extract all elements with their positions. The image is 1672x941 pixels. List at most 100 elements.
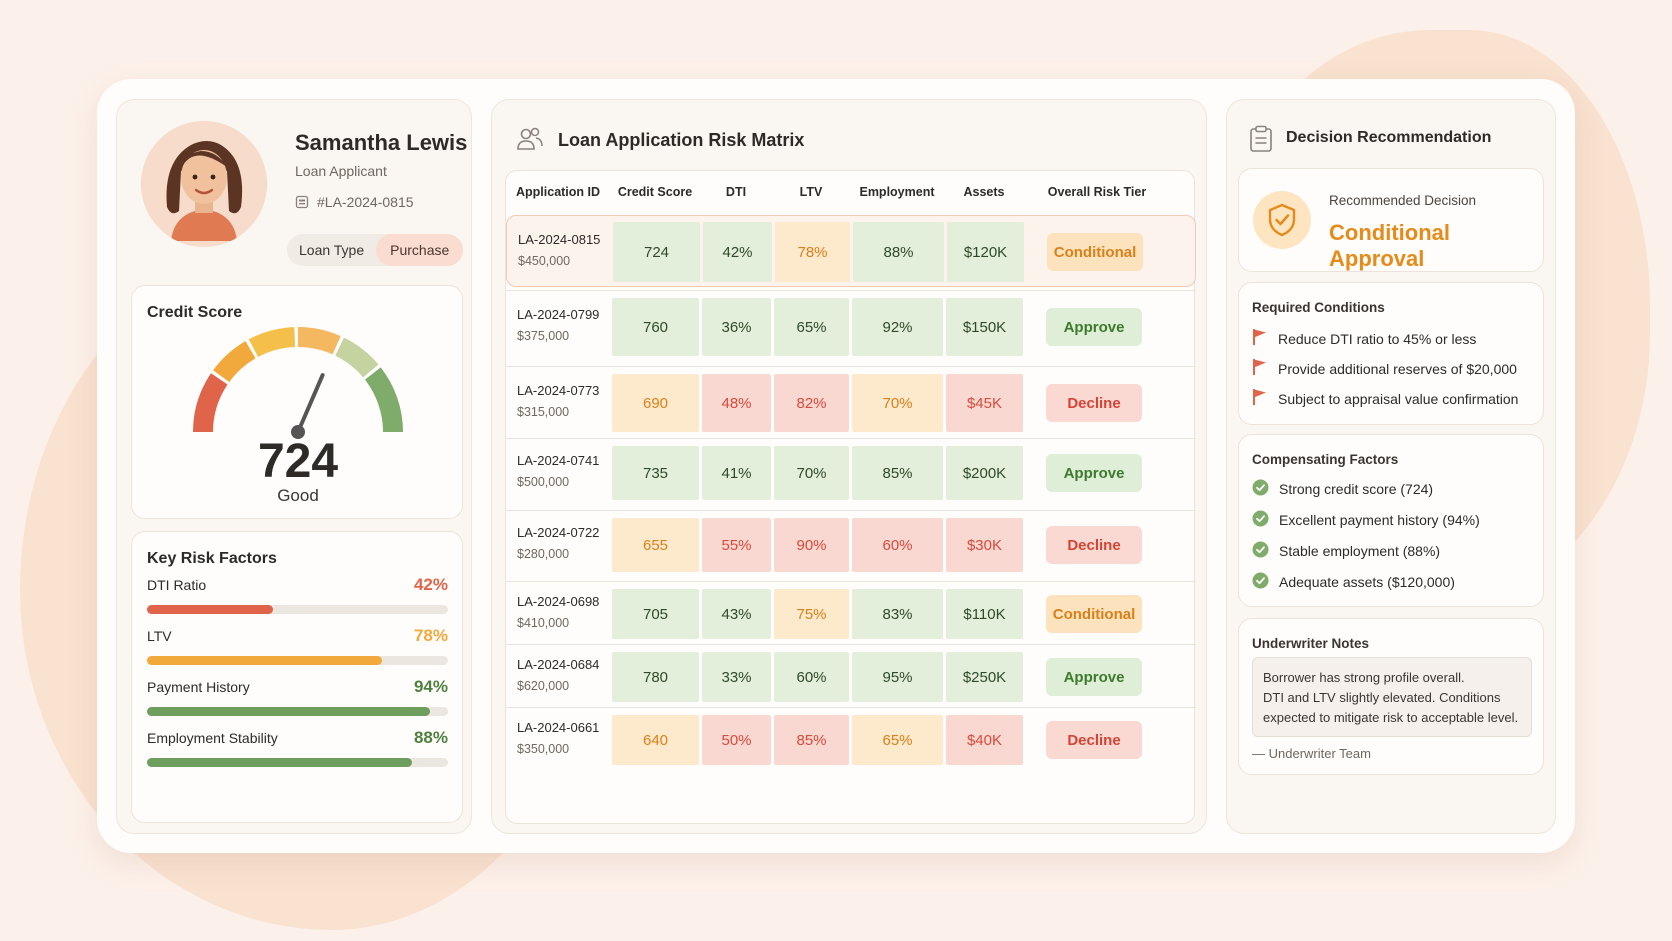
risk-factor-fill — [147, 656, 382, 665]
metric-cell: $40K — [946, 715, 1023, 765]
table-row[interactable]: LA-2024-0684 $620,000 780 33% 60% 95% $250K App… — [506, 646, 1196, 708]
risk-tier-badge[interactable]: Decline — [1046, 384, 1142, 422]
application-id: LA-2024-0698 — [517, 594, 600, 609]
metric-cell: 41% — [702, 446, 771, 500]
risk-factor-fill — [147, 758, 412, 767]
metric-cell: $200K — [946, 446, 1023, 500]
loan-amount: $450,000 — [518, 254, 571, 268]
recommended-decision-label: Recommended Decision — [1329, 193, 1477, 208]
metric-cell: 92% — [852, 298, 943, 356]
table-row[interactable]: LA-2024-0815 $450,000 724 42% 78% 88% $120K Con… — [506, 215, 1196, 287]
check-circle-icon — [1252, 510, 1269, 530]
applicant-avatar — [141, 121, 267, 247]
check-circle-icon — [1252, 541, 1269, 561]
metric-cell: 85% — [774, 715, 849, 765]
table-row[interactable]: LA-2024-0722 $280,000 655 55% 90% 60% $30K Decl… — [506, 512, 1196, 578]
credit-score-value: 724 — [257, 435, 339, 488]
metric-cell: $120K — [947, 222, 1024, 282]
risk-factor-label: LTV — [147, 628, 172, 644]
metric-cell: 690 — [612, 374, 699, 432]
column-header: Overall Risk Tier — [1047, 185, 1147, 199]
metric-cell: 655 — [612, 518, 699, 572]
risk-tier-badge[interactable]: Approve — [1046, 454, 1142, 492]
metric-cell: 735 — [612, 446, 699, 500]
table-row[interactable]: LA-2024-0773 $315,000 690 48% 82% 70% $45K Decl… — [506, 368, 1196, 438]
risk-factor-label: DTI Ratio — [147, 577, 207, 593]
metric-cell: 760 — [612, 298, 699, 356]
compensating-factor-item: Adequate assets ($120,000) — [1252, 572, 1455, 592]
compensating-factor-item: Strong credit score (724) — [1252, 479, 1433, 499]
metric-cell: 75% — [774, 589, 849, 639]
metric-cell: 50% — [702, 715, 771, 765]
recommended-decision-card: Recommended Decision Conditional Approva… — [1238, 168, 1544, 272]
risk-factor-value: 94% — [413, 677, 448, 696]
metric-cell: 82% — [774, 374, 849, 432]
loan-type-value: Purchase — [376, 234, 464, 266]
metric-cell: 780 — [612, 652, 699, 702]
gauge-segment — [334, 337, 379, 378]
metric-cell: 724 — [613, 222, 700, 282]
metric-cell: $30K — [946, 518, 1023, 572]
row-divider — [506, 290, 1196, 291]
loan-amount: $375,000 — [517, 329, 570, 343]
metric-cell: 705 — [612, 589, 699, 639]
loan-amount: $410,000 — [517, 616, 570, 630]
loan-amount: $315,000 — [517, 405, 570, 419]
table-row[interactable]: LA-2024-0741 $500,000 735 41% 70% 85% $200K App… — [506, 440, 1196, 506]
gauge-needle — [296, 373, 325, 434]
metric-cell: 90% — [774, 518, 849, 572]
risk-tier-badge[interactable]: Conditional — [1047, 233, 1143, 271]
risk-tier-badge[interactable]: Decline — [1046, 526, 1142, 564]
risk-factor-row: Employment Stability 88% — [147, 728, 448, 770]
users-icon — [517, 127, 543, 150]
metric-cell: 85% — [852, 446, 943, 500]
compensating-factor-text: Excellent payment history (94%) — [1279, 512, 1480, 528]
credit-gauge — [193, 327, 403, 439]
risk-factor-row: Payment History 94% — [147, 677, 448, 719]
dashboard-card: Samantha Lewis Loan Applicant #LA-2024-0… — [97, 79, 1575, 853]
application-id: LA-2024-0684 — [517, 657, 600, 672]
risk-tier-badge[interactable]: Decline — [1046, 721, 1142, 759]
risk-factors-title: Key Risk Factors — [147, 550, 277, 567]
table-row[interactable]: LA-2024-0661 $350,000 640 50% 85% 65% $40K Decl… — [506, 709, 1196, 771]
required-conditions-card: Required Conditions Reduce DTI ratio to … — [1238, 282, 1544, 425]
application-id: LA-2024-0773 — [517, 383, 600, 398]
risk-matrix-panel: Loan Application Risk Matrix Application… — [491, 99, 1207, 834]
risk-tier-badge[interactable]: Approve — [1046, 658, 1142, 696]
column-header: Credit Score — [617, 185, 693, 199]
metric-cell: 33% — [702, 652, 771, 702]
compensating-factors-title: Compensating Factors — [1252, 452, 1399, 467]
underwriter-notes-title: Underwriter Notes — [1252, 636, 1370, 651]
gauge-segment — [248, 327, 296, 358]
risk-tier-badge[interactable]: Conditional — [1046, 595, 1142, 633]
metric-cell: 36% — [702, 298, 771, 356]
metric-cell: 88% — [853, 222, 944, 282]
row-divider — [506, 707, 1196, 708]
column-header: Application ID — [516, 185, 601, 199]
metric-cell: 78% — [775, 222, 850, 282]
note-line: expected to mitigate risk to acceptable … — [1263, 710, 1519, 725]
row-divider — [506, 438, 1196, 439]
condition-item: Reduce DTI ratio to 45% or less — [1252, 328, 1476, 349]
risk-tier-badge[interactable]: Approve — [1046, 308, 1142, 346]
loan-type-label: Loan Type — [299, 242, 365, 258]
decision-title: Decision Recommendation — [1286, 129, 1492, 146]
risk-factor-row: DTI Ratio 42% — [147, 575, 448, 617]
gauge-segment — [193, 373, 228, 433]
table-row[interactable]: LA-2024-0698 $410,000 705 43% 75% 83% $110K Con… — [506, 583, 1196, 645]
credit-score-card: Credit Score 724 Good — [131, 285, 463, 519]
flag-icon — [1252, 388, 1268, 409]
applicant-id-text: #LA-2024-0815 — [317, 194, 414, 210]
metric-cell: 43% — [702, 589, 771, 639]
metric-cell: $45K — [946, 374, 1023, 432]
metric-cell: 640 — [612, 715, 699, 765]
table-row[interactable]: LA-2024-0799 $375,000 760 36% 65% 92% $150K App… — [506, 292, 1196, 362]
risk-factor-row: LTV 78% — [147, 626, 448, 668]
table-header: Application ID Credit Score DTI LTV Employme… — [506, 171, 1196, 215]
metric-cell: 83% — [852, 589, 943, 639]
id-card-icon — [295, 195, 309, 209]
risk-factor-track — [147, 656, 448, 665]
row-divider — [506, 510, 1196, 511]
risk-factor-value: 78% — [413, 626, 448, 645]
underwriter-notes-text: Borrower has strong profile overall. DTI… — [1252, 657, 1532, 737]
